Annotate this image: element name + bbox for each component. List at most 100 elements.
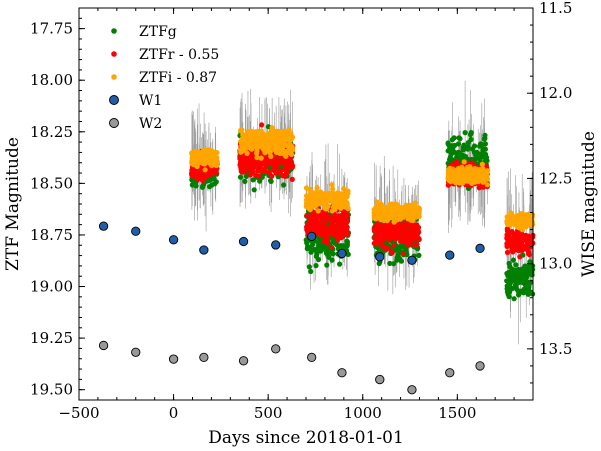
data-point <box>519 247 525 253</box>
data-point <box>320 209 326 215</box>
data-point <box>331 233 337 239</box>
data-point <box>410 211 416 217</box>
data-point <box>321 244 327 250</box>
data-point <box>504 249 511 256</box>
data-point-w2 <box>98 340 109 351</box>
data-point-w2 <box>131 347 141 357</box>
data-point <box>306 264 312 270</box>
data-point-w2 <box>407 385 417 395</box>
data-point <box>202 161 208 167</box>
data-point <box>330 186 336 192</box>
data-point <box>378 201 384 207</box>
data-point-w2 <box>238 356 249 366</box>
data-point <box>266 139 272 145</box>
data-point <box>460 147 466 153</box>
data-point <box>480 165 486 171</box>
data-point <box>412 242 418 248</box>
data-point <box>391 242 397 248</box>
legend: ZTFg ZTFr - 0.55 ZTFi - 0.87 W1 W2 <box>109 24 219 132</box>
data-point <box>404 203 410 209</box>
legend-marker <box>111 74 117 80</box>
data-point <box>313 263 319 269</box>
data-point <box>328 244 334 250</box>
data-point <box>338 201 344 208</box>
data-point <box>389 208 395 214</box>
data-point <box>211 176 217 182</box>
data-point <box>372 214 378 221</box>
data-point <box>380 243 386 249</box>
data-point <box>331 218 337 224</box>
data-point <box>511 268 517 274</box>
data-point <box>258 155 264 161</box>
data-point <box>278 141 284 147</box>
data-point <box>414 222 420 228</box>
data-point <box>249 140 255 146</box>
data-point <box>238 127 244 134</box>
data-point <box>527 259 533 265</box>
data-point <box>399 227 405 234</box>
data-point <box>307 207 313 213</box>
data-point <box>402 220 408 226</box>
data-point <box>342 217 348 223</box>
tick-label: 11.5 <box>539 0 572 17</box>
data-point <box>459 169 465 175</box>
data-point <box>340 243 346 249</box>
data-point <box>189 182 195 188</box>
data-point <box>522 281 528 287</box>
data-point <box>506 260 512 267</box>
data-point <box>483 151 489 157</box>
data-point <box>517 254 523 260</box>
data-point <box>449 177 455 183</box>
data-point <box>512 236 518 242</box>
data-point <box>266 158 272 164</box>
data-point <box>514 286 520 292</box>
y-axis-label-left: ZTF Magnitude <box>3 137 23 271</box>
data-point <box>277 169 283 175</box>
data-point <box>266 169 272 175</box>
data-point <box>516 292 522 298</box>
data-point <box>412 229 418 235</box>
data-point <box>522 271 528 277</box>
data-point <box>272 128 278 134</box>
data-point <box>255 168 261 174</box>
data-point <box>407 233 414 239</box>
data-point <box>400 251 406 257</box>
data-point <box>320 224 326 230</box>
data-point <box>526 284 532 290</box>
data-point <box>315 196 322 202</box>
data-point <box>528 235 534 241</box>
data-point <box>445 140 451 146</box>
data-point <box>480 146 486 152</box>
data-point <box>455 165 462 171</box>
legend-label: ZTFg <box>139 24 177 40</box>
data-point <box>412 200 419 206</box>
data-point <box>405 216 411 222</box>
data-point <box>322 206 328 212</box>
data-point <box>244 139 250 145</box>
data-point <box>331 202 337 208</box>
data-point <box>504 243 510 249</box>
data-point-w1 <box>168 235 179 245</box>
legend-item: ZTFi - 0.87 <box>111 70 217 86</box>
data-point <box>247 158 253 164</box>
data-point <box>280 128 286 134</box>
data-point <box>446 168 452 174</box>
tick-label: 1500 <box>438 404 476 422</box>
data-point <box>270 139 276 145</box>
tick-label: 17.75 <box>30 20 73 38</box>
data-point <box>253 130 259 136</box>
tick-label: 19.00 <box>30 278 73 296</box>
data-point <box>415 213 421 220</box>
data-point <box>313 248 319 254</box>
data-point <box>212 169 218 175</box>
tick-label: 18.50 <box>30 174 73 192</box>
data-point <box>285 134 291 140</box>
data-point <box>456 153 462 159</box>
data-point <box>482 132 488 138</box>
data-point <box>513 262 519 268</box>
data-point-w2 <box>271 344 281 354</box>
data-point <box>323 236 329 242</box>
data-point <box>318 232 324 238</box>
series-w2 <box>98 340 485 395</box>
